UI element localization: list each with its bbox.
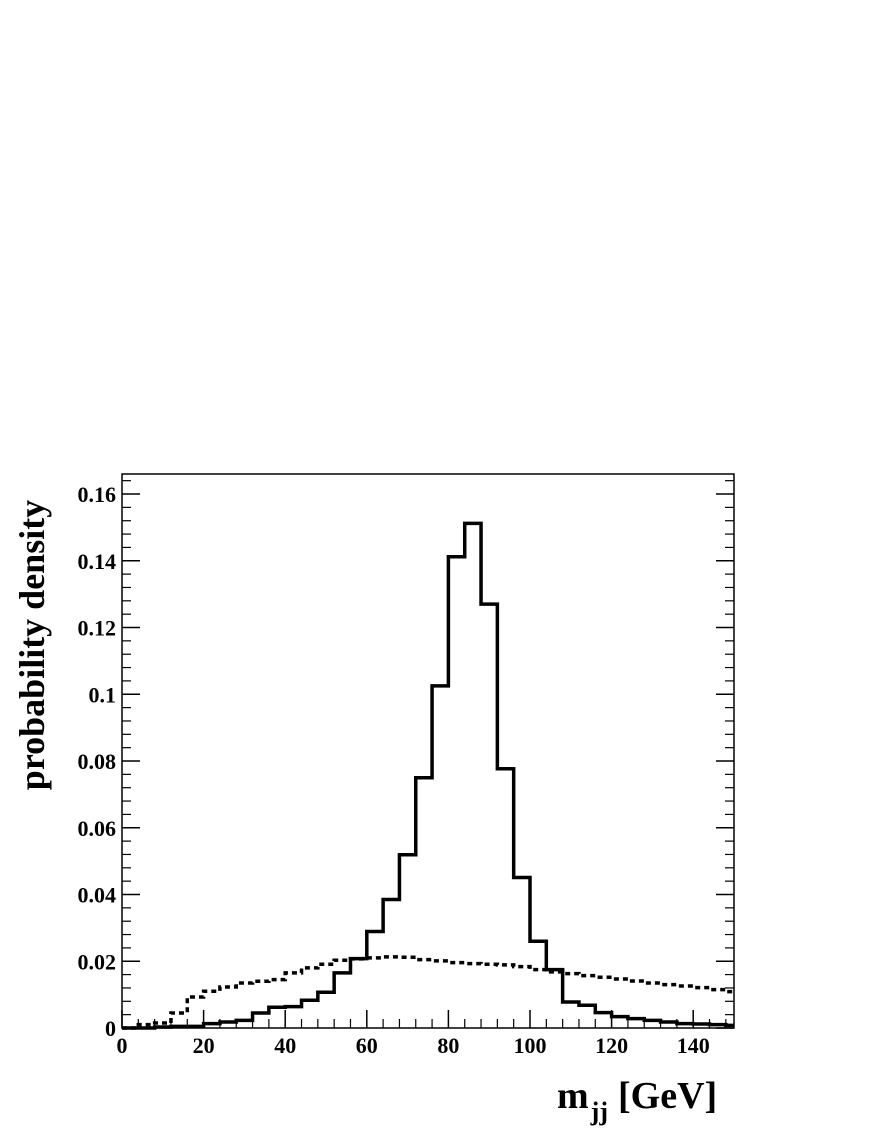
y-tick-label: 0	[105, 1016, 116, 1041]
y-tick-label: 0.04	[78, 883, 117, 908]
x-tick-label: 140	[677, 1033, 710, 1058]
y-tick-label: 0.06	[78, 816, 117, 841]
y-tick-label: 0.1	[89, 682, 117, 707]
y-axis-title: probability density	[12, 500, 52, 790]
x-axis-title-main: m	[557, 1075, 589, 1117]
x-tick-label: 60	[356, 1033, 378, 1058]
y-tick-label: 0.12	[78, 616, 117, 641]
x-tick-label: 0	[117, 1033, 128, 1058]
series-layer	[122, 521, 734, 1030]
x-axis-title-subscript: jj	[590, 1097, 608, 1126]
y-tick-label: 0.14	[78, 549, 117, 574]
x-tick-label: 100	[514, 1033, 547, 1058]
y-tick-label: 0.02	[78, 949, 117, 974]
plot-frame	[121, 473, 735, 1029]
y-tick-label: 0.16	[78, 482, 117, 507]
series-solid-line	[122, 521, 734, 1030]
x-tick-label: 120	[595, 1033, 628, 1058]
x-axis-title: mjj [GeV]	[557, 1075, 717, 1126]
x-axis-title-unit: [GeV]	[618, 1075, 717, 1117]
y-tick-label: 0.08	[78, 749, 117, 774]
y-axis-ticks: 0 0.02 0.04 0.06 0.08 0.1 0.12 0.14 0.16	[78, 480, 734, 1041]
x-tick-label: 20	[193, 1033, 215, 1058]
x-tick-label: 40	[274, 1033, 296, 1058]
x-tick-label: 80	[437, 1033, 459, 1058]
series-dashed-line	[122, 955, 734, 1030]
